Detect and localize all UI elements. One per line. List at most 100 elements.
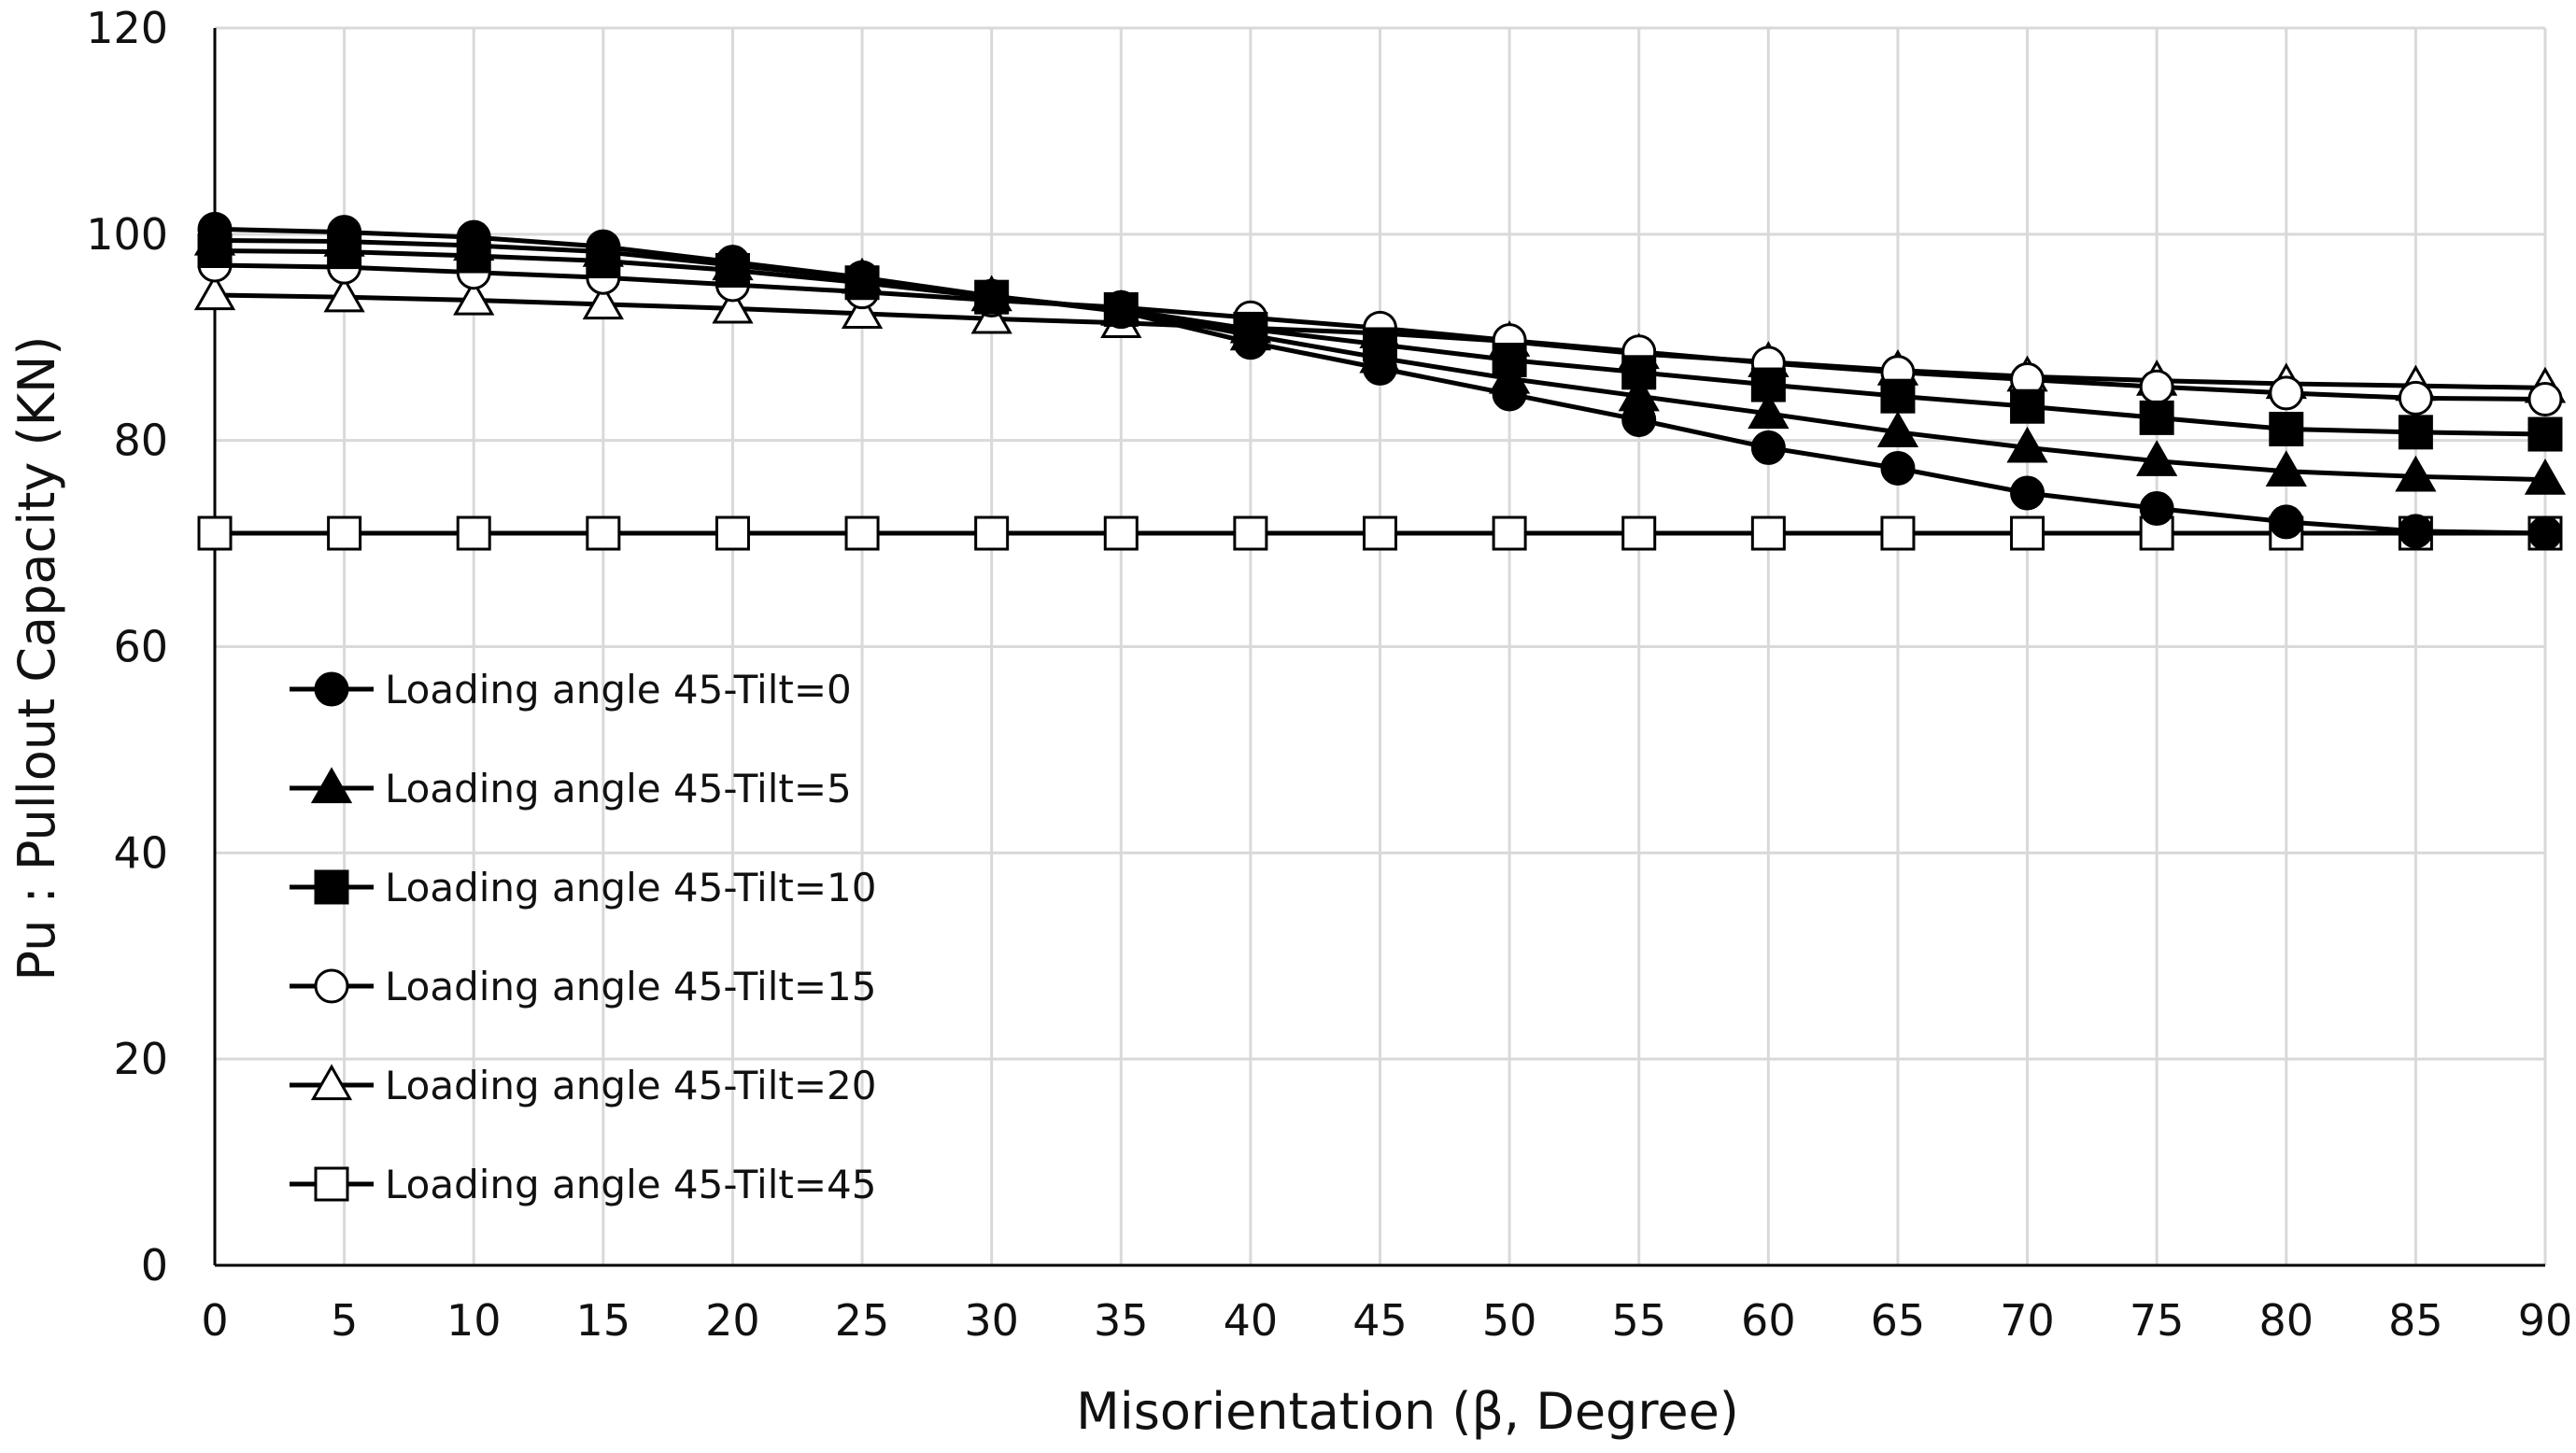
data-point [841,292,884,330]
legend-marker [314,869,349,905]
x-tick-label: 80 [2259,1295,2314,1346]
data-point [2398,415,2433,450]
series-1 [197,211,2563,551]
data-point [2524,458,2567,495]
x-tick-label: 70 [2000,1295,2055,1346]
data-point [1363,515,1397,551]
legend: Loading angle 45-Tilt=0 Loading angle 45-… [290,667,876,1207]
legend-marker [314,1166,349,1202]
y-axis-title: Pu : Pullout Capacity (KN) [7,336,66,981]
data-point [1233,515,1268,551]
legend-entry: Loading angle 45-Tilt=15 [290,964,876,1009]
data-point [844,515,880,551]
x-tick-label: 30 [964,1295,1019,1346]
x-tick-label: 0 [201,1295,228,1346]
data-point [1233,325,1268,360]
data-point [2010,388,2045,424]
tick-labels: 0 5 10 15 20 25 30 35 40 45 50 55 60 65 70 75 80 85 90 0 20 4… [86,3,2572,1346]
legend-entry: Loading angle 45-Tilt=45 [290,1162,876,1207]
legend-entry: Loading angle 45-Tilt=20 [290,1063,876,1108]
x-tick-label: 65 [1871,1295,1926,1346]
x-axis-title: Misorientation (β, Degree) [1076,1382,1739,1441]
data-point [2006,426,2048,463]
legend-label: Loading angle 45-Tilt=20 [385,1063,876,1108]
data-point [2269,412,2304,447]
data-point [2139,491,2174,527]
series [193,211,2567,551]
data-point [456,219,491,255]
x-tick-label: 60 [1741,1295,1796,1346]
data-point [1103,294,1139,330]
legend-marker [310,767,353,804]
x-tick-label: 45 [1352,1295,1408,1346]
data-point [327,515,362,551]
data-point [2395,455,2437,492]
data-point [974,278,1010,314]
data-point [2010,475,2045,511]
data-point [2010,515,2045,551]
x-tick-label: 55 [1611,1295,1666,1346]
y-tick-label: 80 [113,416,168,466]
data-point [1750,367,1786,402]
x-tick-label: 75 [2130,1295,2185,1346]
x-tick-label: 20 [705,1295,760,1346]
data-point [1363,350,1397,386]
data-point [2269,375,2304,411]
data-point [715,515,750,551]
legend-label: Loading angle 45-Tilt=45 [385,1162,876,1207]
x-tick-label: 90 [2518,1295,2573,1346]
data-point [712,287,754,324]
x-tick-label: 25 [835,1295,890,1346]
data-point [586,229,621,264]
data-point [1621,515,1657,551]
legend-marker [314,671,349,707]
data-point [715,245,750,280]
data-point [586,515,621,551]
y-tick-label: 20 [113,1034,168,1084]
data-point [2139,400,2174,435]
data-point [1880,450,1916,486]
y-tick-label: 40 [113,827,168,878]
x-tick-label: 15 [576,1295,631,1346]
data-point [1492,515,1527,551]
data-point [2398,380,2433,416]
legend-label: Loading angle 45-Tilt=15 [385,964,876,1009]
data-point [453,278,495,316]
data-point [844,260,880,295]
data-point [2527,416,2563,452]
data-point [456,515,491,551]
data-point [323,275,365,313]
data-point [197,211,233,247]
data-point [2139,369,2174,404]
x-tick-label: 5 [331,1295,358,1346]
data-point [1750,515,1786,551]
data-point [1103,515,1139,551]
grid [213,26,2547,1267]
data-point [2265,450,2307,487]
data-point [2527,382,2563,416]
legend-label: Loading angle 45-Tilt=0 [385,667,852,712]
data-point [2527,515,2563,551]
legend-label: Loading angle 45-Tilt=5 [385,766,852,811]
data-point [974,515,1010,551]
x-tick-label: 85 [2388,1295,2443,1346]
data-point [582,283,624,320]
data-point [2398,514,2433,549]
legend-marker [314,968,349,1004]
x-tick-label: 40 [1224,1295,1279,1346]
data-point [1876,411,1919,447]
data-point [327,215,362,250]
data-point [1492,376,1527,412]
data-point [2136,440,2178,476]
data-point [193,274,236,311]
x-tick-label: 35 [1094,1295,1149,1346]
data-point [1880,515,1916,551]
y-tick-label: 120 [86,3,168,53]
data-point [1750,430,1786,465]
data-point [1880,378,1916,414]
data-point [197,515,233,551]
y-tick-label: 100 [86,209,168,260]
